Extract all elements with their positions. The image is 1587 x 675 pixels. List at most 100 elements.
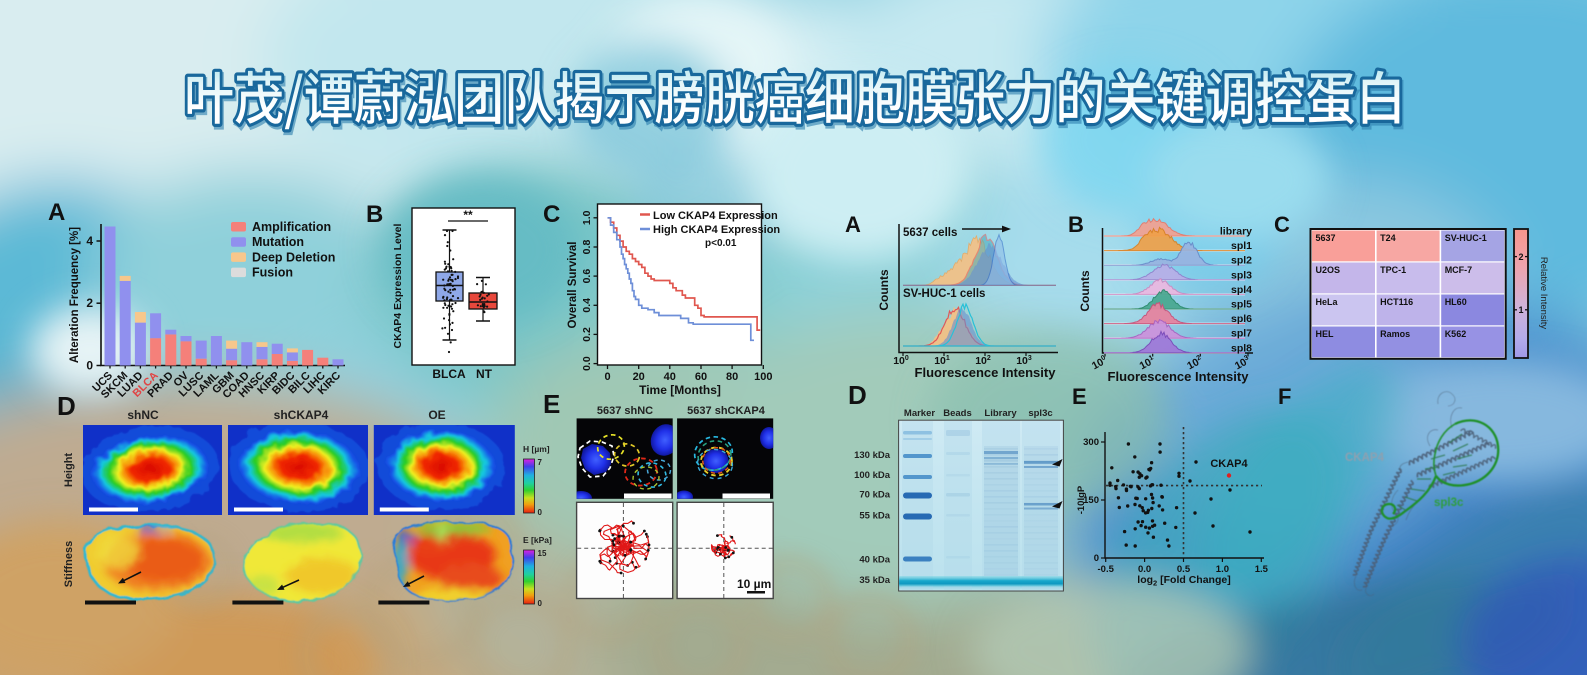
- svg-text:B: B: [366, 201, 383, 228]
- svg-text:spl3c: spl3c: [1434, 497, 1464, 509]
- svg-text:log2 [Fold Change]: log2 [Fold Change]: [1137, 574, 1230, 588]
- svg-text:0.8: 0.8: [581, 240, 593, 255]
- svg-text:40: 40: [664, 371, 676, 383]
- svg-text:SV-HUC-1 cells: SV-HUC-1 cells: [903, 288, 985, 300]
- svg-text:5637 cells: 5637 cells: [903, 227, 957, 239]
- svg-text:1: 1: [1518, 305, 1523, 315]
- svg-text:80: 80: [726, 371, 738, 383]
- svg-text:spl3c: spl3c: [1028, 408, 1052, 419]
- svg-text:Fusion: Fusion: [252, 266, 293, 280]
- svg-text:70 kDa: 70 kDa: [859, 490, 890, 501]
- svg-text:spl3: spl3: [1231, 269, 1252, 281]
- svg-text:spl2: spl2: [1231, 255, 1252, 267]
- svg-text:C: C: [1274, 212, 1290, 237]
- svg-text:CKAP4: CKAP4: [1210, 458, 1248, 470]
- svg-text:F: F: [1278, 384, 1291, 409]
- svg-text:15: 15: [538, 549, 547, 558]
- svg-text:Stiffness: Stiffness: [63, 541, 75, 587]
- svg-text:Counts: Counts: [1078, 270, 1092, 312]
- svg-text:U2OS: U2OS: [1316, 265, 1341, 275]
- svg-text:p<0.01: p<0.01: [705, 238, 737, 249]
- svg-text:E [kPa]: E [kPa]: [523, 535, 552, 545]
- svg-text:T24: T24: [1380, 233, 1396, 243]
- svg-text:1.0: 1.0: [581, 210, 593, 225]
- svg-text:CKAP4: CKAP4: [1345, 452, 1385, 464]
- svg-text:Ramos: Ramos: [1380, 329, 1410, 339]
- svg-text:Alteration Frequency [%]: Alteration Frequency [%]: [69, 227, 81, 363]
- svg-text:Library: Library: [984, 408, 1017, 419]
- svg-text:35 kDa: 35 kDa: [859, 575, 890, 586]
- svg-text:0: 0: [1094, 553, 1099, 564]
- svg-text:Amplification: Amplification: [252, 220, 331, 234]
- svg-text:0.0: 0.0: [1138, 564, 1151, 575]
- svg-text:B: B: [1068, 212, 1084, 237]
- svg-text:0.4: 0.4: [581, 298, 593, 313]
- svg-text:A: A: [845, 212, 861, 237]
- svg-text:100: 100: [1090, 354, 1109, 372]
- svg-text:A: A: [48, 199, 65, 226]
- svg-text:Overall Survival: Overall Survival: [567, 242, 579, 329]
- svg-text:BLCA: BLCA: [432, 367, 466, 381]
- svg-text:Fluorescence Intensity: Fluorescence Intensity: [915, 365, 1057, 380]
- svg-text:100: 100: [754, 371, 772, 383]
- svg-text:7: 7: [538, 458, 543, 467]
- svg-text:OE: OE: [428, 408, 445, 422]
- svg-text:2: 2: [86, 296, 93, 310]
- svg-text:Beads: Beads: [943, 408, 972, 419]
- svg-text:High CKAP4 Expression: High CKAP4 Expression: [653, 224, 780, 236]
- svg-text:130 kDa: 130 kDa: [854, 450, 891, 461]
- svg-text:shNC: shNC: [127, 408, 159, 422]
- svg-text:1.0: 1.0: [1216, 564, 1229, 575]
- svg-text:spl4: spl4: [1231, 284, 1252, 296]
- svg-text:H [µm]: H [µm]: [523, 444, 550, 454]
- svg-text:5637 shNC: 5637 shNC: [597, 405, 653, 417]
- svg-text:0.0: 0.0: [581, 356, 593, 371]
- svg-text:40 kDa: 40 kDa: [859, 555, 890, 566]
- svg-text:2: 2: [1518, 252, 1523, 262]
- svg-text:C: C: [543, 201, 560, 228]
- svg-text:Counts: Counts: [877, 269, 891, 311]
- svg-text:spl7: spl7: [1231, 328, 1252, 340]
- svg-text:D: D: [848, 380, 867, 410]
- svg-text:NT: NT: [476, 367, 493, 381]
- svg-text:0.2: 0.2: [581, 327, 593, 342]
- svg-text:-10lgP: -10lgP: [1076, 485, 1087, 514]
- svg-text:-0.5: -0.5: [1098, 564, 1115, 575]
- svg-text:100: 100: [893, 355, 909, 367]
- svg-text:0: 0: [538, 599, 543, 608]
- svg-text:Mutation: Mutation: [252, 235, 304, 249]
- svg-text:E: E: [543, 389, 560, 419]
- svg-text:TPC-1: TPC-1: [1380, 265, 1406, 275]
- svg-text:300: 300: [1083, 437, 1099, 448]
- svg-text:**: **: [463, 208, 473, 222]
- svg-text:5637 shCKAP4: 5637 shCKAP4: [687, 405, 766, 417]
- svg-text:0: 0: [86, 359, 93, 373]
- svg-text:HEL: HEL: [1316, 329, 1335, 339]
- svg-text:MCF-7: MCF-7: [1445, 265, 1473, 275]
- svg-text:0: 0: [604, 371, 610, 383]
- svg-text:Marker: Marker: [904, 408, 935, 419]
- svg-text:spl8: spl8: [1231, 342, 1252, 354]
- svg-text:K562: K562: [1445, 329, 1467, 339]
- svg-text:SV-HUC-1: SV-HUC-1: [1445, 233, 1487, 243]
- svg-text:spl1: spl1: [1231, 240, 1252, 252]
- svg-text:Deep Deletion: Deep Deletion: [252, 250, 335, 264]
- svg-text:shCKAP4: shCKAP4: [274, 408, 329, 422]
- svg-text:60: 60: [695, 371, 707, 383]
- svg-text:Relative Intensity: Relative Intensity: [1538, 257, 1549, 330]
- svg-text:0.6: 0.6: [581, 269, 593, 284]
- svg-text:0: 0: [538, 508, 543, 517]
- svg-text:E: E: [1072, 384, 1087, 409]
- svg-text:20: 20: [633, 371, 645, 383]
- svg-text:5637: 5637: [1316, 233, 1336, 243]
- svg-text:10 µm: 10 µm: [737, 577, 771, 591]
- svg-text:Height: Height: [63, 453, 75, 488]
- svg-text:1.5: 1.5: [1255, 564, 1269, 575]
- svg-text:library: library: [1220, 226, 1252, 238]
- svg-text:4: 4: [86, 234, 93, 248]
- svg-text:Time [Months]: Time [Months]: [639, 383, 721, 397]
- svg-text:HCT116: HCT116: [1380, 297, 1413, 307]
- svg-text:150: 150: [1083, 495, 1099, 506]
- svg-text:100 kDa: 100 kDa: [854, 470, 891, 481]
- svg-text:0.5: 0.5: [1177, 564, 1191, 575]
